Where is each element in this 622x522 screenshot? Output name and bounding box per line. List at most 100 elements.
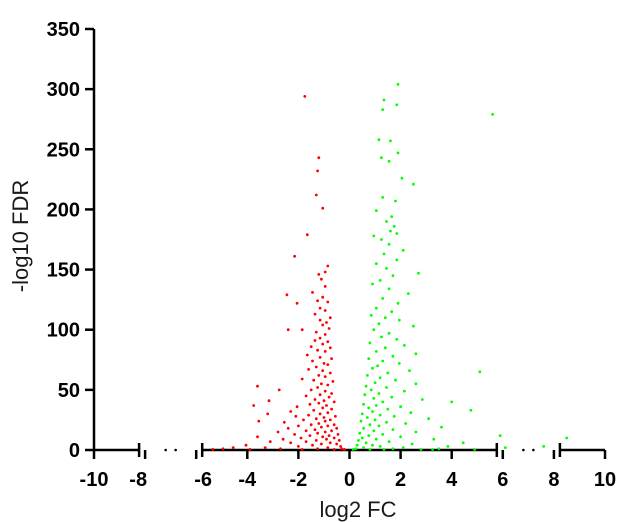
point-upregulated bbox=[504, 446, 507, 449]
point-downregulated bbox=[335, 442, 339, 446]
point-downregulated bbox=[299, 436, 303, 440]
point-downregulated bbox=[337, 439, 341, 442]
point-downregulated bbox=[327, 434, 331, 437]
point-downregulated bbox=[231, 446, 235, 449]
point-downregulated bbox=[317, 273, 321, 276]
point-downregulated bbox=[289, 410, 293, 413]
point-downregulated bbox=[300, 328, 304, 332]
point-downregulated bbox=[282, 420, 286, 424]
point-upregulated bbox=[542, 445, 546, 448]
point-downregulated bbox=[318, 318, 322, 322]
point-upregulated bbox=[374, 404, 378, 407]
axis-break-dot bbox=[532, 448, 535, 452]
point-upregulated bbox=[478, 370, 482, 374]
point-upregulated bbox=[414, 382, 418, 386]
point-downregulated bbox=[281, 437, 285, 441]
point-downregulated bbox=[321, 435, 325, 439]
point-downregulated bbox=[313, 339, 317, 342]
point-upregulated bbox=[378, 376, 382, 380]
point-upregulated bbox=[401, 248, 405, 252]
point-downregulated bbox=[297, 424, 300, 428]
point-upregulated bbox=[366, 416, 369, 419]
y-tick-label: 350 bbox=[47, 19, 80, 41]
point-downregulated bbox=[322, 399, 326, 403]
point-downregulated bbox=[311, 443, 314, 447]
point-upregulated bbox=[369, 313, 373, 317]
point-downregulated bbox=[266, 412, 270, 416]
point-downregulated bbox=[331, 380, 335, 383]
point-upregulated bbox=[396, 151, 400, 155]
series-downregulated bbox=[211, 95, 346, 451]
point-upregulated bbox=[360, 436, 364, 440]
point-downregulated bbox=[321, 369, 325, 372]
point-downregulated bbox=[316, 299, 319, 303]
point-upregulated bbox=[358, 431, 362, 435]
point-downregulated bbox=[334, 414, 337, 418]
point-downregulated bbox=[323, 430, 327, 434]
point-downregulated bbox=[323, 333, 327, 336]
point-upregulated bbox=[374, 262, 378, 265]
point-downregulated bbox=[318, 336, 322, 340]
point-downregulated bbox=[340, 447, 344, 451]
y-tick-label: 200 bbox=[47, 199, 80, 221]
point-upregulated bbox=[372, 429, 376, 433]
point-upregulated bbox=[355, 443, 359, 447]
point-upregulated bbox=[383, 316, 387, 320]
point-upregulated bbox=[390, 395, 394, 399]
point-downregulated bbox=[317, 374, 321, 377]
point-downregulated bbox=[326, 264, 330, 268]
point-upregulated bbox=[498, 434, 502, 437]
point-upregulated bbox=[364, 441, 368, 445]
point-downregulated bbox=[314, 439, 318, 442]
point-upregulated bbox=[396, 301, 400, 305]
point-upregulated bbox=[432, 437, 436, 441]
point-upregulated bbox=[394, 199, 397, 203]
point-upregulated bbox=[392, 224, 396, 228]
point-upregulated bbox=[403, 344, 406, 347]
y-tick-label: 0 bbox=[69, 440, 80, 462]
x-tick-label: -4 bbox=[238, 469, 257, 491]
point-upregulated bbox=[395, 258, 399, 262]
point-upregulated bbox=[385, 267, 388, 270]
point-upregulated bbox=[390, 215, 394, 219]
point-upregulated bbox=[371, 443, 374, 447]
point-downregulated bbox=[323, 270, 327, 274]
point-downregulated bbox=[320, 442, 323, 446]
point-upregulated bbox=[400, 176, 404, 180]
point-downregulated bbox=[327, 327, 331, 330]
point-downregulated bbox=[316, 169, 319, 173]
point-downregulated bbox=[325, 437, 328, 441]
x-tick-label: 2 bbox=[395, 469, 406, 491]
point-upregulated bbox=[394, 378, 397, 382]
point-upregulated bbox=[367, 406, 371, 410]
point-downregulated bbox=[313, 428, 317, 431]
point-downregulated bbox=[286, 426, 290, 430]
point-downregulated bbox=[325, 321, 328, 324]
point-upregulated bbox=[377, 322, 381, 326]
point-upregulated bbox=[381, 196, 385, 199]
point-downregulated bbox=[309, 423, 313, 427]
y-tick-label: 150 bbox=[47, 260, 80, 282]
point-upregulated bbox=[565, 436, 569, 440]
point-downregulated bbox=[314, 330, 318, 334]
point-downregulated bbox=[295, 405, 299, 409]
point-upregulated bbox=[383, 346, 387, 350]
x-tick-label: 10 bbox=[594, 469, 616, 491]
x-axis-title: log2 FC bbox=[319, 497, 396, 522]
point-upregulated bbox=[404, 422, 408, 425]
point-downregulated bbox=[293, 433, 296, 436]
point-downregulated bbox=[304, 429, 308, 433]
point-downregulated bbox=[318, 412, 322, 416]
point-upregulated bbox=[390, 310, 394, 314]
point-downregulated bbox=[314, 365, 318, 369]
x-tick-label: 8 bbox=[548, 469, 559, 491]
point-upregulated bbox=[392, 414, 396, 418]
point-upregulated bbox=[359, 419, 363, 423]
point-upregulated bbox=[469, 408, 473, 412]
point-upregulated bbox=[414, 430, 418, 434]
point-upregulated bbox=[450, 400, 454, 404]
point-downregulated bbox=[327, 395, 331, 399]
point-downregulated bbox=[256, 435, 259, 439]
point-downregulated bbox=[332, 448, 336, 451]
